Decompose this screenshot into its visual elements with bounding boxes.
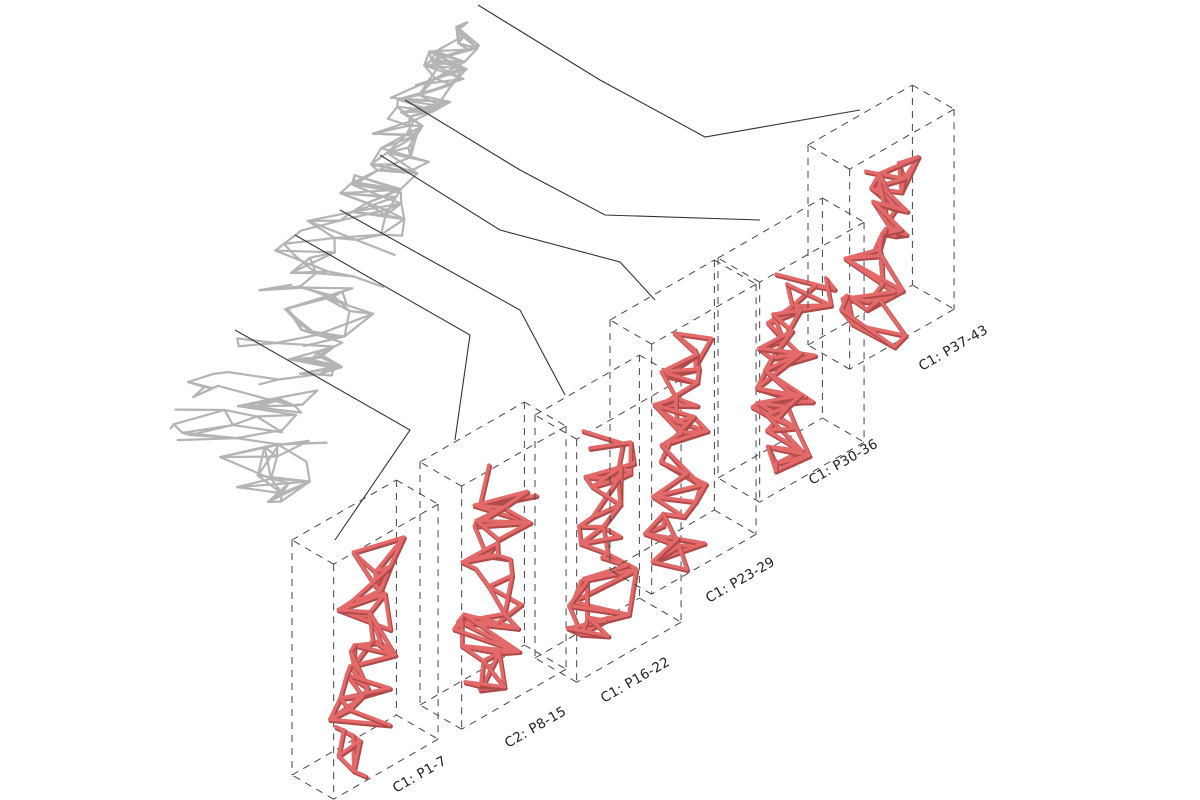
segment-box-p8-15 [419,401,567,730]
segment-structure-p8-15 [452,463,540,694]
leader-line-p37-43 [477,4,861,138]
leader-line-p8-15 [294,234,471,441]
segment-box-p30-36 [717,197,865,503]
segment-box-p37-43 [807,84,955,370]
segment-structure-p30-36 [750,272,838,475]
segment-box-p1-7 [291,479,439,800]
segment-structure-p37-43 [839,154,922,351]
segment-structure-p23-29 [643,331,715,574]
leader-line-p30-36 [404,99,761,221]
segment-label-p37-43: C1: P37-43 [916,322,991,374]
segment-label-p1-7: C1: P1-7 [390,753,449,797]
segment-label-p30-36: C1: P30-36 [806,436,881,488]
leader-line-p23-29 [379,154,656,301]
segment-structure-p16-22 [565,429,640,640]
segment-label-p23-29: C1: P23-29 [703,554,778,606]
segment-label-p8-15: C2: P8-15 [502,703,569,751]
segment-box-p23-29 [609,259,757,595]
leader-line-p1-7 [234,329,411,541]
segment-label-p16-22: C1: P16-22 [598,654,673,706]
segment-structure-p1-7 [328,535,407,780]
overview-structure [169,21,480,504]
leader-line-p16-22 [339,209,566,396]
leader-lines [234,4,861,541]
segment-boxes [291,84,955,800]
